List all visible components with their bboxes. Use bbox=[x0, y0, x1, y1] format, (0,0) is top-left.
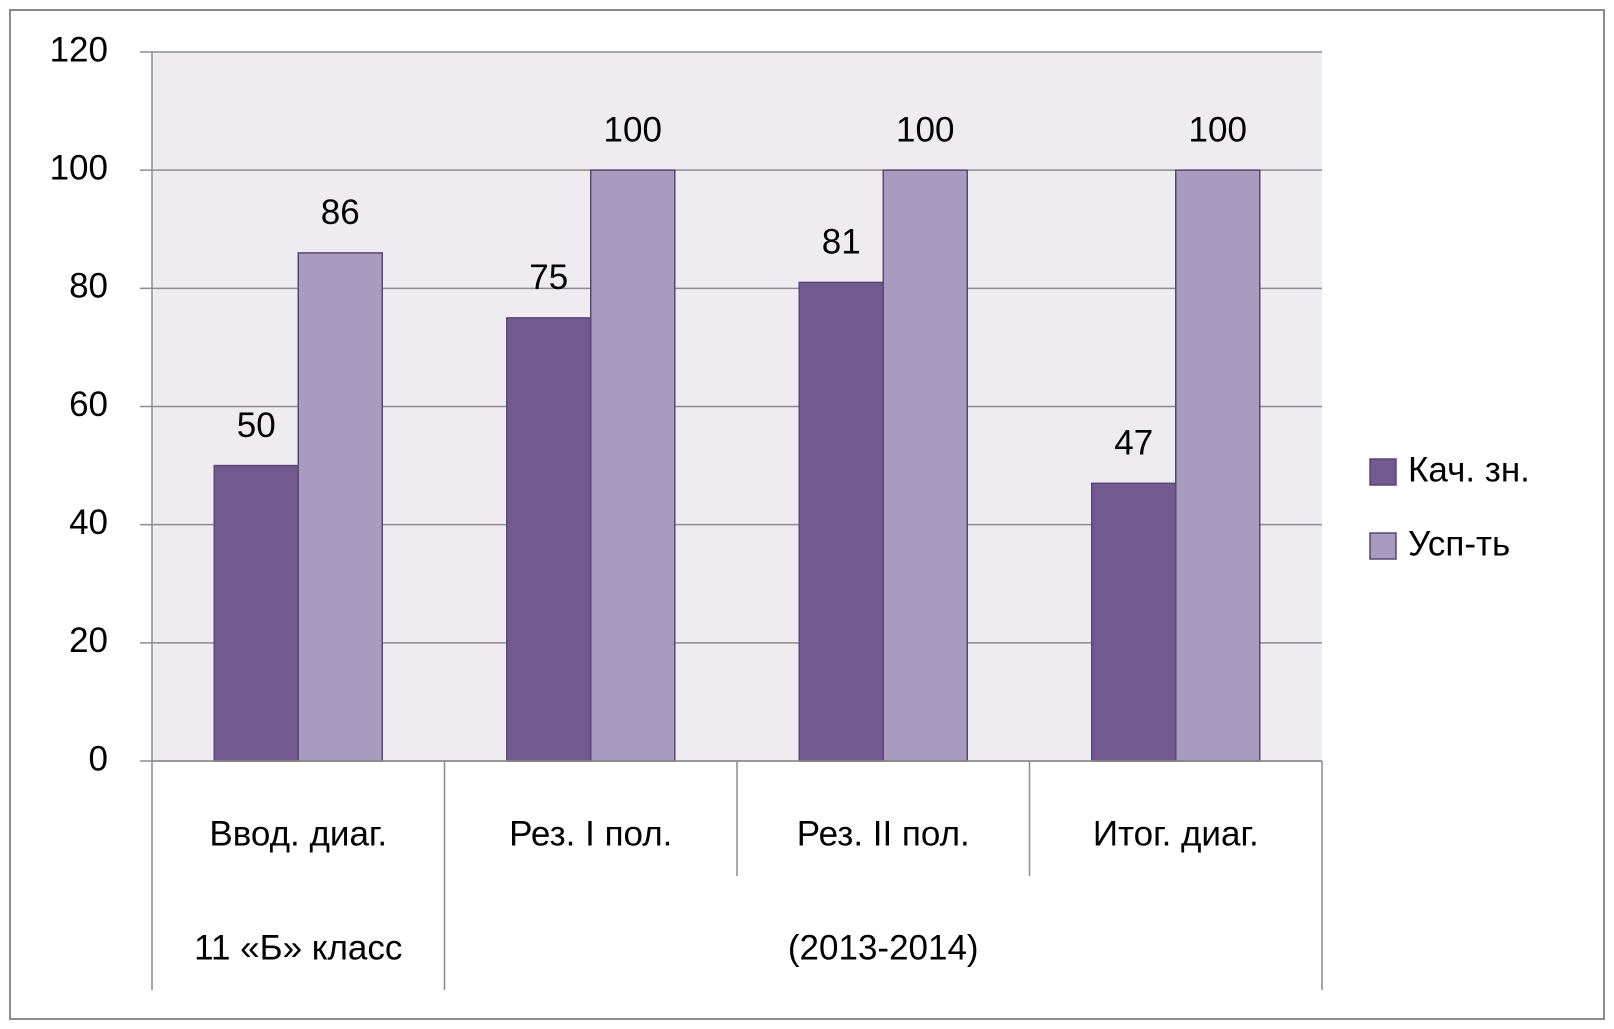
y-tick-label: 0 bbox=[89, 739, 108, 778]
x-tick-label: Ввод. диаг. bbox=[209, 814, 387, 853]
bar bbox=[882, 169, 968, 762]
x-tick-label: Итог. диаг. bbox=[1093, 814, 1259, 853]
legend-swatch bbox=[1369, 532, 1397, 560]
y-tick-label: 20 bbox=[69, 621, 108, 660]
value-label: 81 bbox=[822, 223, 861, 262]
value-label: 75 bbox=[529, 258, 568, 297]
group-label: 11 «Б» класс bbox=[194, 928, 402, 967]
legend-label: Усп-ть bbox=[1408, 524, 1510, 563]
bar bbox=[798, 281, 884, 762]
legend-swatch bbox=[1369, 458, 1397, 486]
value-label: 100 bbox=[1189, 110, 1247, 149]
value-label: 100 bbox=[896, 110, 954, 149]
bar bbox=[1091, 482, 1177, 762]
y-tick-label: 40 bbox=[69, 503, 108, 542]
value-label: 86 bbox=[321, 193, 360, 232]
bar bbox=[506, 317, 592, 762]
bar bbox=[590, 169, 676, 762]
value-label: 47 bbox=[1114, 424, 1153, 463]
bar bbox=[213, 464, 299, 762]
x-tick-label: Рез. I пол. bbox=[509, 814, 672, 853]
bar bbox=[1175, 169, 1261, 762]
value-label: 50 bbox=[237, 406, 276, 445]
bar bbox=[297, 252, 383, 762]
legend-label: Кач. зн. bbox=[1408, 450, 1530, 489]
x-tick-label: Рез. II пол. bbox=[797, 814, 970, 853]
y-tick-label: 120 bbox=[50, 30, 108, 69]
y-tick-label: 80 bbox=[69, 267, 108, 306]
value-label: 100 bbox=[604, 110, 662, 149]
group-label: (2013-2014) bbox=[788, 928, 979, 967]
y-tick-label: 100 bbox=[50, 148, 108, 187]
y-tick-label: 60 bbox=[69, 385, 108, 424]
